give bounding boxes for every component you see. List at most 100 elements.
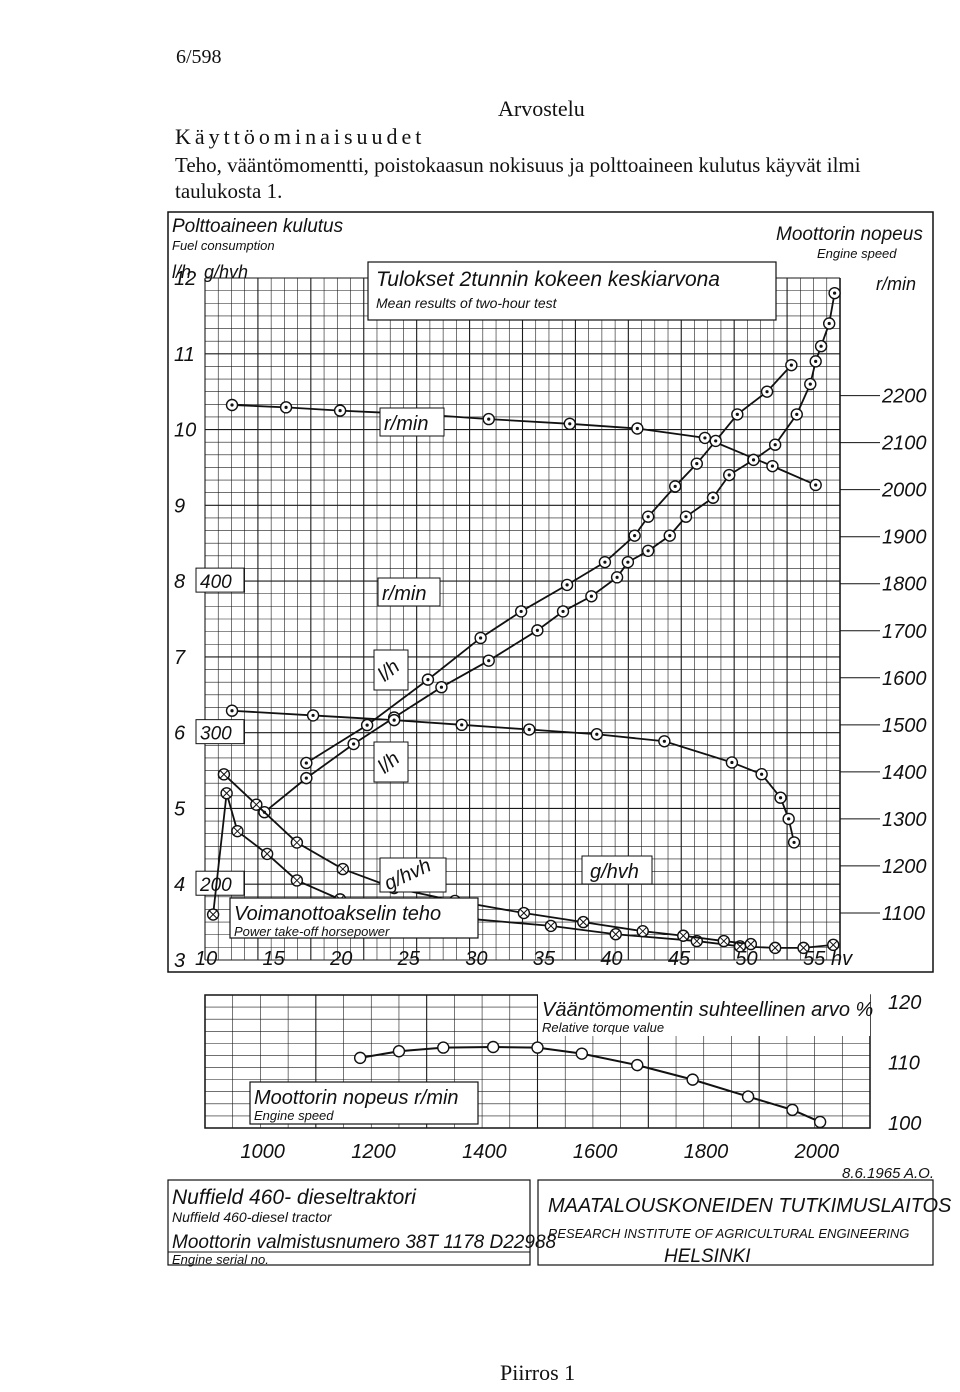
data-point <box>279 401 293 414</box>
institute-fi: MAATALOUSKONEIDEN TUTKIMUSLAITOS <box>548 1195 952 1217</box>
main-tick-labels: 10 15 20 25 30 35 40 45 50 55 hv345678910111220030… <box>174 268 927 972</box>
data-point <box>814 340 828 353</box>
ghvh-tick-label: 300 <box>200 724 232 745</box>
date-stamp: 8.6.1965 A.O. <box>842 1165 934 1182</box>
data-point <box>482 412 495 426</box>
x-tick-label: 10 <box>195 948 217 970</box>
data-point <box>827 938 840 952</box>
data-point <box>544 919 558 933</box>
right-tick-label: 1600 <box>882 668 927 690</box>
data-point <box>360 718 374 732</box>
torque-subtitle: Relative torque value <box>542 1020 664 1035</box>
torque-point <box>575 1047 589 1060</box>
main-chart-frame <box>167 211 934 973</box>
torque-point <box>631 1058 644 1072</box>
data-point <box>804 377 817 391</box>
right-tick-label: 1400 <box>882 762 927 784</box>
data-point <box>760 385 774 398</box>
left-tick-label: 6 <box>174 723 186 745</box>
data-point <box>455 718 468 732</box>
data-point <box>782 812 795 826</box>
section-title: Käyttöominaisuudet <box>175 124 426 149</box>
torque-tick-labels: 1000 1200 1400 1600 1800 2000 100 110 120 <box>240 992 921 1163</box>
torque-x-label-en: Engine speed <box>254 1108 334 1123</box>
data-point <box>828 286 841 300</box>
data-point <box>590 728 604 741</box>
data-point <box>822 317 836 330</box>
torque-title-bg <box>538 992 870 1036</box>
data-point <box>790 408 803 421</box>
data-point <box>290 874 304 887</box>
tractor-fi: Nuffield 460- dieseltraktori <box>172 1186 417 1209</box>
page-number: 6/598 <box>176 46 222 68</box>
torque-x-tick-label: 1200 <box>351 1141 396 1163</box>
heading: Arvostelu <box>498 96 585 121</box>
data-point <box>731 408 744 421</box>
right-axis-title-en: Engine speed <box>817 246 897 261</box>
data-point <box>336 862 350 876</box>
right-tick-label: 1100 <box>882 903 925 925</box>
x-tick-label: 50 <box>735 948 757 970</box>
right-tick-label: 1800 <box>882 574 927 596</box>
x-tick-label: 30 <box>465 948 487 970</box>
left-tick-label: 11 <box>174 344 195 366</box>
left-axis-title: Polttoaineen kulutus <box>172 216 344 237</box>
torque-point <box>353 1051 367 1065</box>
left-tick-label: 5 <box>174 798 186 820</box>
right-tick-label: 2100 <box>881 433 927 455</box>
data-point <box>744 937 758 951</box>
tractor-en: Nuffield 460-diesel tractor <box>172 1209 333 1225</box>
series-line-0 <box>231 404 817 486</box>
torque-y-tick-label: 110 <box>888 1053 920 1075</box>
data-point <box>658 735 671 748</box>
data-point <box>755 768 768 781</box>
right-tick-label: 1900 <box>882 527 927 549</box>
footer-left-box <box>167 1179 531 1266</box>
data-point <box>725 756 739 769</box>
data-point <box>809 355 822 368</box>
left-unit-lh: l/h <box>172 262 191 282</box>
data-point <box>517 906 531 920</box>
right-tick-label: 1200 <box>882 856 927 878</box>
torque-series <box>353 1040 827 1129</box>
data-point <box>435 681 448 694</box>
series-line-5 <box>223 773 751 945</box>
title-box <box>367 261 777 321</box>
ghvh-tick-box <box>195 870 245 896</box>
torque-y-tick-label: 120 <box>888 992 921 1014</box>
data-point <box>577 915 590 929</box>
data-point <box>679 510 693 523</box>
data-point <box>709 434 722 448</box>
series-line-1 <box>263 292 836 813</box>
main-grid <box>204 277 841 961</box>
right-axis-title: Moottorin nopeus <box>776 224 923 245</box>
torque-x-label: Moottorin nopeus r/min <box>254 1087 459 1109</box>
data-point <box>585 590 598 603</box>
curve-labels: r/min r/min l/h l/h g/hvh g/hvh <box>373 407 653 895</box>
torque-x-tick-label: 2000 <box>794 1141 840 1163</box>
left-tick-label: 7 <box>174 647 186 669</box>
right-tick-label: 2200 <box>881 386 927 408</box>
data-point <box>300 771 313 785</box>
data-point <box>531 624 544 637</box>
chart-title: Tulokset 2tunnin kokeen keskiarvona <box>376 268 720 291</box>
torque-point <box>813 1115 827 1129</box>
right-tick-label: 1700 <box>882 621 927 643</box>
left-axis-title-en: Fuel consumption <box>172 238 275 253</box>
torque-point <box>741 1090 755 1103</box>
x-tick-label: 20 <box>329 948 352 970</box>
data-point <box>766 459 779 473</box>
data-point <box>641 544 655 557</box>
data-point <box>809 478 822 492</box>
right-tick-label: 1300 <box>882 809 927 831</box>
x-tick-label: 55 <box>803 948 826 970</box>
data-point <box>560 578 574 592</box>
right-tick-label: 2000 <box>881 480 927 502</box>
data-point <box>609 928 622 941</box>
data-point <box>333 404 347 417</box>
serial-en: Engine serial no. <box>172 1252 269 1267</box>
data-point <box>677 929 690 942</box>
main-series <box>206 286 841 955</box>
torque-point <box>786 1103 799 1117</box>
serial-fi: Moottorin valmistusnumero 38T 1178 D2298… <box>172 1232 557 1253</box>
